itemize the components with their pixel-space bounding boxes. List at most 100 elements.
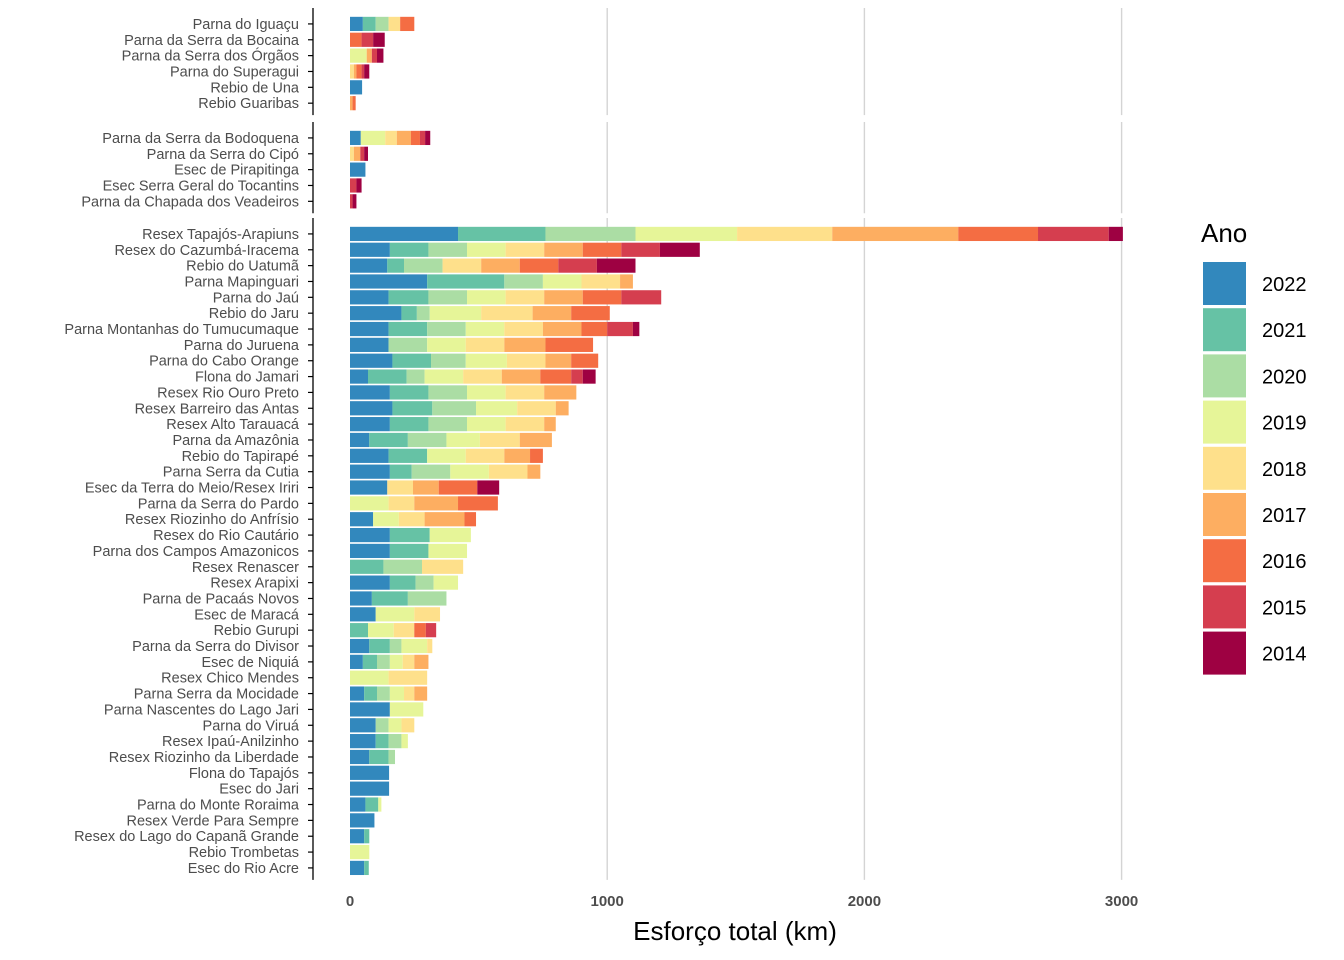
bar-segment-2022 (350, 448, 389, 463)
bar-segment-2020 (432, 401, 477, 416)
bar-segment-2017 (481, 258, 520, 273)
bar-segment-2019 (635, 226, 738, 242)
bar-segment-2018 (505, 242, 545, 257)
category-label: Parna de Pacaás Novos (143, 591, 299, 607)
bar-segment-2021 (401, 306, 417, 321)
bar-segment-2018 (463, 369, 502, 384)
bar-segment-2019 (429, 527, 471, 543)
bar-segment-2019 (401, 638, 428, 654)
bar-segment-2016 (356, 64, 362, 79)
bar-segment-2022 (350, 543, 390, 559)
bar-segment-2017 (544, 242, 583, 257)
bar-segment-2017 (544, 290, 583, 305)
x-tick-label: 3000 (1105, 893, 1138, 910)
category-label: Rebio do Jaru (209, 306, 299, 322)
bar-segment-2018 (387, 480, 414, 495)
bar-segment-2018 (402, 654, 415, 669)
bar-segment-2022 (350, 765, 390, 780)
bar-segment-2020 (411, 464, 451, 479)
bar-segment-2022 (350, 638, 370, 654)
y-axis (308, 8, 314, 880)
bar-segment-2018 (442, 258, 482, 273)
bar-segment-2021 (364, 860, 369, 876)
category-label: Parna Serra da Mocidade (134, 687, 299, 703)
category-label: Resex Renascer (192, 560, 299, 576)
bar-segment-2020 (407, 432, 447, 448)
bar-segment-2022 (350, 480, 388, 495)
bar-segment-2018 (401, 718, 415, 733)
category-label: Resex do Rio Cautário (153, 528, 299, 544)
bar-segment-2014 (364, 64, 370, 79)
bar-segment-2022 (350, 718, 376, 733)
bar-segment-2016 (530, 448, 543, 463)
x-tick-label: 1000 (591, 893, 624, 910)
category-label: Esec de Maracá (194, 607, 300, 623)
bar-segment-2019 (427, 337, 466, 352)
bar-segment-2020 (383, 559, 423, 574)
bar-segment-2022 (350, 734, 376, 749)
bar-segment-2022 (350, 353, 393, 368)
bar-segment-2021 (392, 353, 432, 368)
bar-segment-2022 (350, 242, 390, 257)
x-axis-ticks: 0 1000 2000 3000 (346, 893, 1138, 910)
legend-swatch (1203, 539, 1246, 583)
category-label: Parna Montanhas do Tumucumaque (64, 322, 299, 338)
category-label: Parna da Amazônia (172, 433, 299, 449)
category-label: Parna do Juruena (184, 338, 300, 354)
bar-segment-2021 (389, 464, 412, 479)
bar-segment-2017 (555, 401, 569, 416)
category-label: Rebio Trombetas (189, 845, 299, 861)
legend-swatch (1203, 493, 1246, 536)
bar-segment-2020 (377, 686, 390, 701)
bar-segment-2022 (350, 385, 390, 400)
bar-segment-2020 (407, 591, 447, 606)
bar-segment-2021 (369, 749, 389, 765)
bar-segment-2019 (424, 369, 464, 384)
bar-segment-2018 (479, 432, 520, 448)
legend-swatch (1203, 631, 1246, 675)
bar-segment-2017 (532, 306, 572, 321)
bar-segment-2018 (506, 353, 546, 368)
bar-segment-2022 (350, 702, 390, 717)
bar-segment-2019 (465, 321, 505, 337)
bar-segment-2022 (350, 226, 459, 242)
legend-label: 2021 (1262, 320, 1307, 342)
bar-segment-2018 (385, 130, 397, 146)
bar-segment-2020 (428, 417, 468, 432)
bar-segment-2016 (458, 496, 498, 511)
bar-segment-2019 (427, 448, 466, 463)
bar-segment-2017 (414, 496, 459, 511)
category-label: Parna Mapinguari (185, 274, 299, 290)
category-label: Parna Serra da Cutia (163, 465, 300, 481)
bar-segment-2021 (368, 369, 407, 384)
bar-segment-2014 (632, 321, 640, 337)
category-label: Esec Serra Geral do Tocantins (103, 178, 299, 194)
category-label: Parna da Serra dos Órgãos (122, 48, 299, 65)
bar-segment-2016 (519, 258, 559, 273)
bar-segment-2022 (350, 306, 402, 321)
bar-segment-2022 (350, 369, 369, 384)
bar-segment-2020 (428, 290, 468, 305)
bar-segment-2018 (505, 417, 545, 432)
bar-segment-2018 (504, 321, 543, 337)
bar-segment-2015 (621, 242, 660, 257)
bar-segment-2019 (467, 385, 506, 400)
bar-segment-2020 (431, 353, 466, 368)
bar-segment-2021 (389, 543, 429, 559)
bar-segment-2014 (352, 194, 357, 209)
bar-segment-2014 (373, 32, 385, 47)
bar-segment-2019 (450, 464, 489, 479)
x-tick-label: 2000 (848, 893, 881, 910)
bar-segment-2022 (350, 749, 370, 765)
bar-segment-2019 (476, 401, 518, 416)
legend-swatch (1203, 262, 1246, 305)
legend-swatch (1203, 400, 1246, 444)
category-label: Resex do Cazumbá-Iracema (114, 243, 299, 259)
bar-segment-2017 (366, 48, 372, 63)
bar-segment-2015 (425, 623, 437, 638)
category-label: Esec de Pirapitinga (174, 163, 300, 179)
category-label: Esec de Niquiá (201, 655, 299, 671)
legend-swatch (1203, 585, 1246, 629)
category-label: Parna do Iguaçu (193, 17, 299, 33)
